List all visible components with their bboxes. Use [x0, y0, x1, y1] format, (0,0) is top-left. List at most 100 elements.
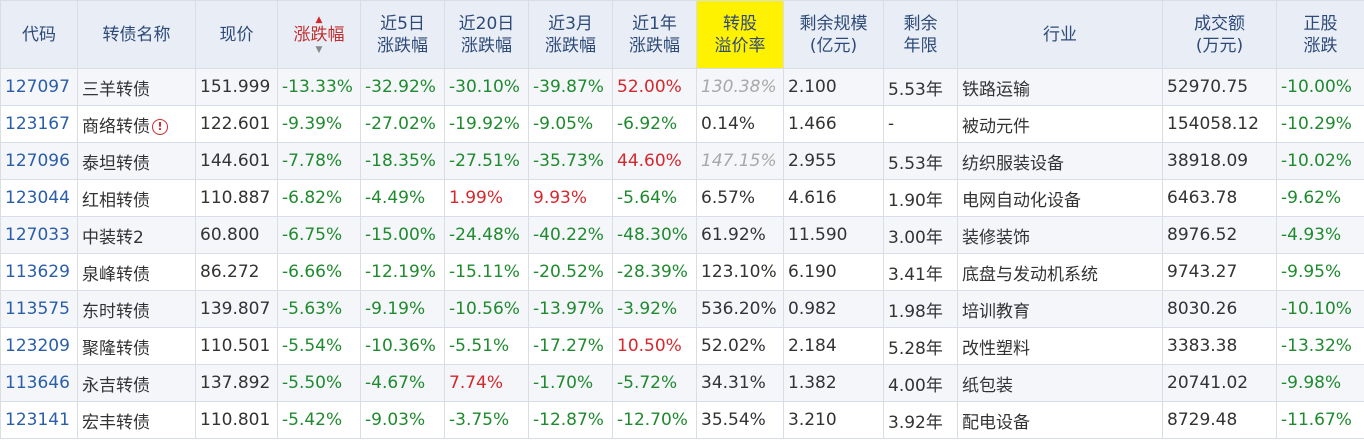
header-chg1y[interactable]: 近1年 涨跌幅 — [612, 0, 697, 69]
bond-code-link[interactable]: 127096 — [0, 142, 78, 180]
table-row[interactable]: 113646 永吉转债 137.892 -5.50% -4.67% 7.74% -1.70%… — [0, 364, 1364, 402]
bond-code-link[interactable]: 113575 — [0, 290, 78, 328]
change-cell: -13.33% — [277, 68, 361, 106]
premium-cell: 35.54% — [696, 401, 784, 439]
bond-name[interactable]: 泰坦转债 — [77, 142, 196, 180]
bond-name[interactable]: 中装转2 — [77, 216, 196, 254]
premium-cell: 34.31% — [696, 364, 784, 402]
table-row[interactable]: 113575 东时转债 139.807 -5.63% -9.19% -10.56% -13.… — [0, 290, 1364, 328]
header-size[interactable]: 剩余规模 (亿元) — [783, 0, 884, 69]
chg1y-cell: -6.92% — [612, 105, 697, 143]
chg3m-cell: -1.70% — [528, 364, 613, 402]
header-code[interactable]: 代码 — [0, 0, 78, 69]
industry-cell: 培训教育 — [957, 290, 1163, 328]
bond-code-link[interactable]: 113629 — [0, 253, 78, 291]
header-price[interactable]: 现价 — [195, 0, 278, 69]
table-row[interactable]: 113629 泉峰转债 86.272 -6.66% -12.19% -15.11% -20.… — [0, 253, 1364, 291]
bond-name[interactable]: 红相转债 — [77, 179, 196, 217]
chg20d-cell: -30.10% — [444, 68, 529, 106]
chg5d-cell: -18.35% — [360, 142, 445, 180]
table-row[interactable]: 123167 商络转债! 122.601 -9.39% -27.02% -19.92% -9… — [0, 105, 1364, 143]
table-row[interactable]: 127033 中装转2 60.800 -6.75% -15.00% -24.48% -40.… — [0, 216, 1364, 254]
chg20d-cell: -24.48% — [444, 216, 529, 254]
header-turnover[interactable]: 成交额 (万元) — [1162, 0, 1277, 69]
chg20d-cell: -27.51% — [444, 142, 529, 180]
chg20d-cell: -5.51% — [444, 327, 529, 365]
size-cell: 11.590 — [783, 216, 884, 254]
price-cell: 137.892 — [195, 364, 278, 402]
header-name[interactable]: 转债名称 — [77, 0, 196, 69]
turnover-cell: 9743.27 — [1162, 253, 1277, 291]
bond-name[interactable]: 聚隆转债 — [77, 327, 196, 365]
chg3m-cell: -20.52% — [528, 253, 613, 291]
industry-cell: 底盘与发动机系统 — [957, 253, 1163, 291]
premium-cell: 130.38% — [696, 68, 784, 106]
table-row[interactable]: 123141 宏丰转债 110.801 -5.42% -9.03% -3.75% -12.8… — [0, 401, 1364, 439]
bond-name[interactable]: 永吉转债 — [77, 364, 196, 402]
header-chg5d[interactable]: 近5日 涨跌幅 — [360, 0, 445, 69]
price-cell: 110.887 — [195, 179, 278, 217]
header-premium[interactable]: 转股 溢价率 — [696, 0, 784, 69]
premium-cell: 536.20% — [696, 290, 784, 328]
turnover-cell: 8030.26 — [1162, 290, 1277, 328]
premium-cell: 0.14% — [696, 105, 784, 143]
header-chg20d[interactable]: 近20日 涨跌幅 — [444, 0, 529, 69]
industry-cell: 电网自动化设备 — [957, 179, 1163, 217]
table-row[interactable]: 127096 泰坦转债 144.601 -7.78% -18.35% -27.51% -35… — [0, 142, 1364, 180]
size-cell: 2.100 — [783, 68, 884, 106]
bond-code-link[interactable]: 127033 — [0, 216, 78, 254]
turnover-cell: 6463.78 — [1162, 179, 1277, 217]
chg5d-cell: -15.00% — [360, 216, 445, 254]
change-cell: -5.42% — [277, 401, 361, 439]
header-industry[interactable]: 行业 — [957, 0, 1163, 69]
header-change[interactable]: ▲ 涨跌幅 ▼ — [277, 0, 361, 69]
sort-asc-icon: ▲ — [315, 14, 323, 25]
bond-code-link[interactable]: 123167 — [0, 105, 78, 143]
bond-name[interactable]: 商络转债! — [77, 105, 196, 143]
chg5d-cell: -4.49% — [360, 179, 445, 217]
header-stock-change[interactable]: 正股 涨跌 — [1276, 0, 1364, 69]
industry-cell: 配电设备 — [957, 401, 1163, 439]
term-cell: 3.00年 — [883, 216, 958, 254]
bond-name[interactable]: 东时转债 — [77, 290, 196, 328]
stock-change-cell: -10.02% — [1276, 142, 1364, 180]
stock-change-cell: -9.95% — [1276, 253, 1364, 291]
change-cell: -9.39% — [277, 105, 361, 143]
bond-name[interactable]: 泉峰转债 — [77, 253, 196, 291]
chg1y-cell: -5.64% — [612, 179, 697, 217]
chg3m-cell: -35.73% — [528, 142, 613, 180]
turnover-cell: 8976.52 — [1162, 216, 1277, 254]
industry-cell: 纸包装 — [957, 364, 1163, 402]
warning-icon[interactable]: ! — [152, 118, 168, 135]
size-cell: 2.184 — [783, 327, 884, 365]
table-row[interactable]: 123044 红相转债 110.887 -6.82% -4.49% 1.99% 9.93% -… — [0, 179, 1364, 217]
change-cell: -7.78% — [277, 142, 361, 180]
term-cell: 5.28年 — [883, 327, 958, 365]
chg3m-cell: -40.22% — [528, 216, 613, 254]
bond-code-link[interactable]: 113646 — [0, 364, 78, 402]
bond-code-link[interactable]: 123209 — [0, 327, 78, 365]
chg20d-cell: 1.99% — [444, 179, 529, 217]
size-cell: 6.190 — [783, 253, 884, 291]
size-cell: 1.466 — [783, 105, 884, 143]
chg20d-cell: -15.11% — [444, 253, 529, 291]
chg1y-cell: -3.92% — [612, 290, 697, 328]
term-cell: 1.98年 — [883, 290, 958, 328]
bond-code-link[interactable]: 123141 — [0, 401, 78, 439]
stock-change-cell: -4.93% — [1276, 216, 1364, 254]
chg1y-cell: 52.00% — [612, 68, 697, 106]
bond-name[interactable]: 宏丰转债 — [77, 401, 196, 439]
turnover-cell: 38918.09 — [1162, 142, 1277, 180]
price-cell: 86.272 — [195, 253, 278, 291]
chg5d-cell: -9.19% — [360, 290, 445, 328]
bond-code-link[interactable]: 123044 — [0, 179, 78, 217]
header-chg3m[interactable]: 近3月 涨跌幅 — [528, 0, 613, 69]
change-cell: -6.82% — [277, 179, 361, 217]
table-row[interactable]: 127097 三羊转债 151.999 -13.33% -32.92% -30.10% -3… — [0, 68, 1364, 106]
turnover-cell: 154058.12 — [1162, 105, 1277, 143]
bond-name[interactable]: 三羊转债 — [77, 68, 196, 106]
header-term[interactable]: 剩余 年限 — [883, 0, 958, 69]
table-row[interactable]: 123209 聚隆转债 110.501 -5.54% -10.36% -5.51% -17.… — [0, 327, 1364, 365]
bond-code-link[interactable]: 127097 — [0, 68, 78, 106]
